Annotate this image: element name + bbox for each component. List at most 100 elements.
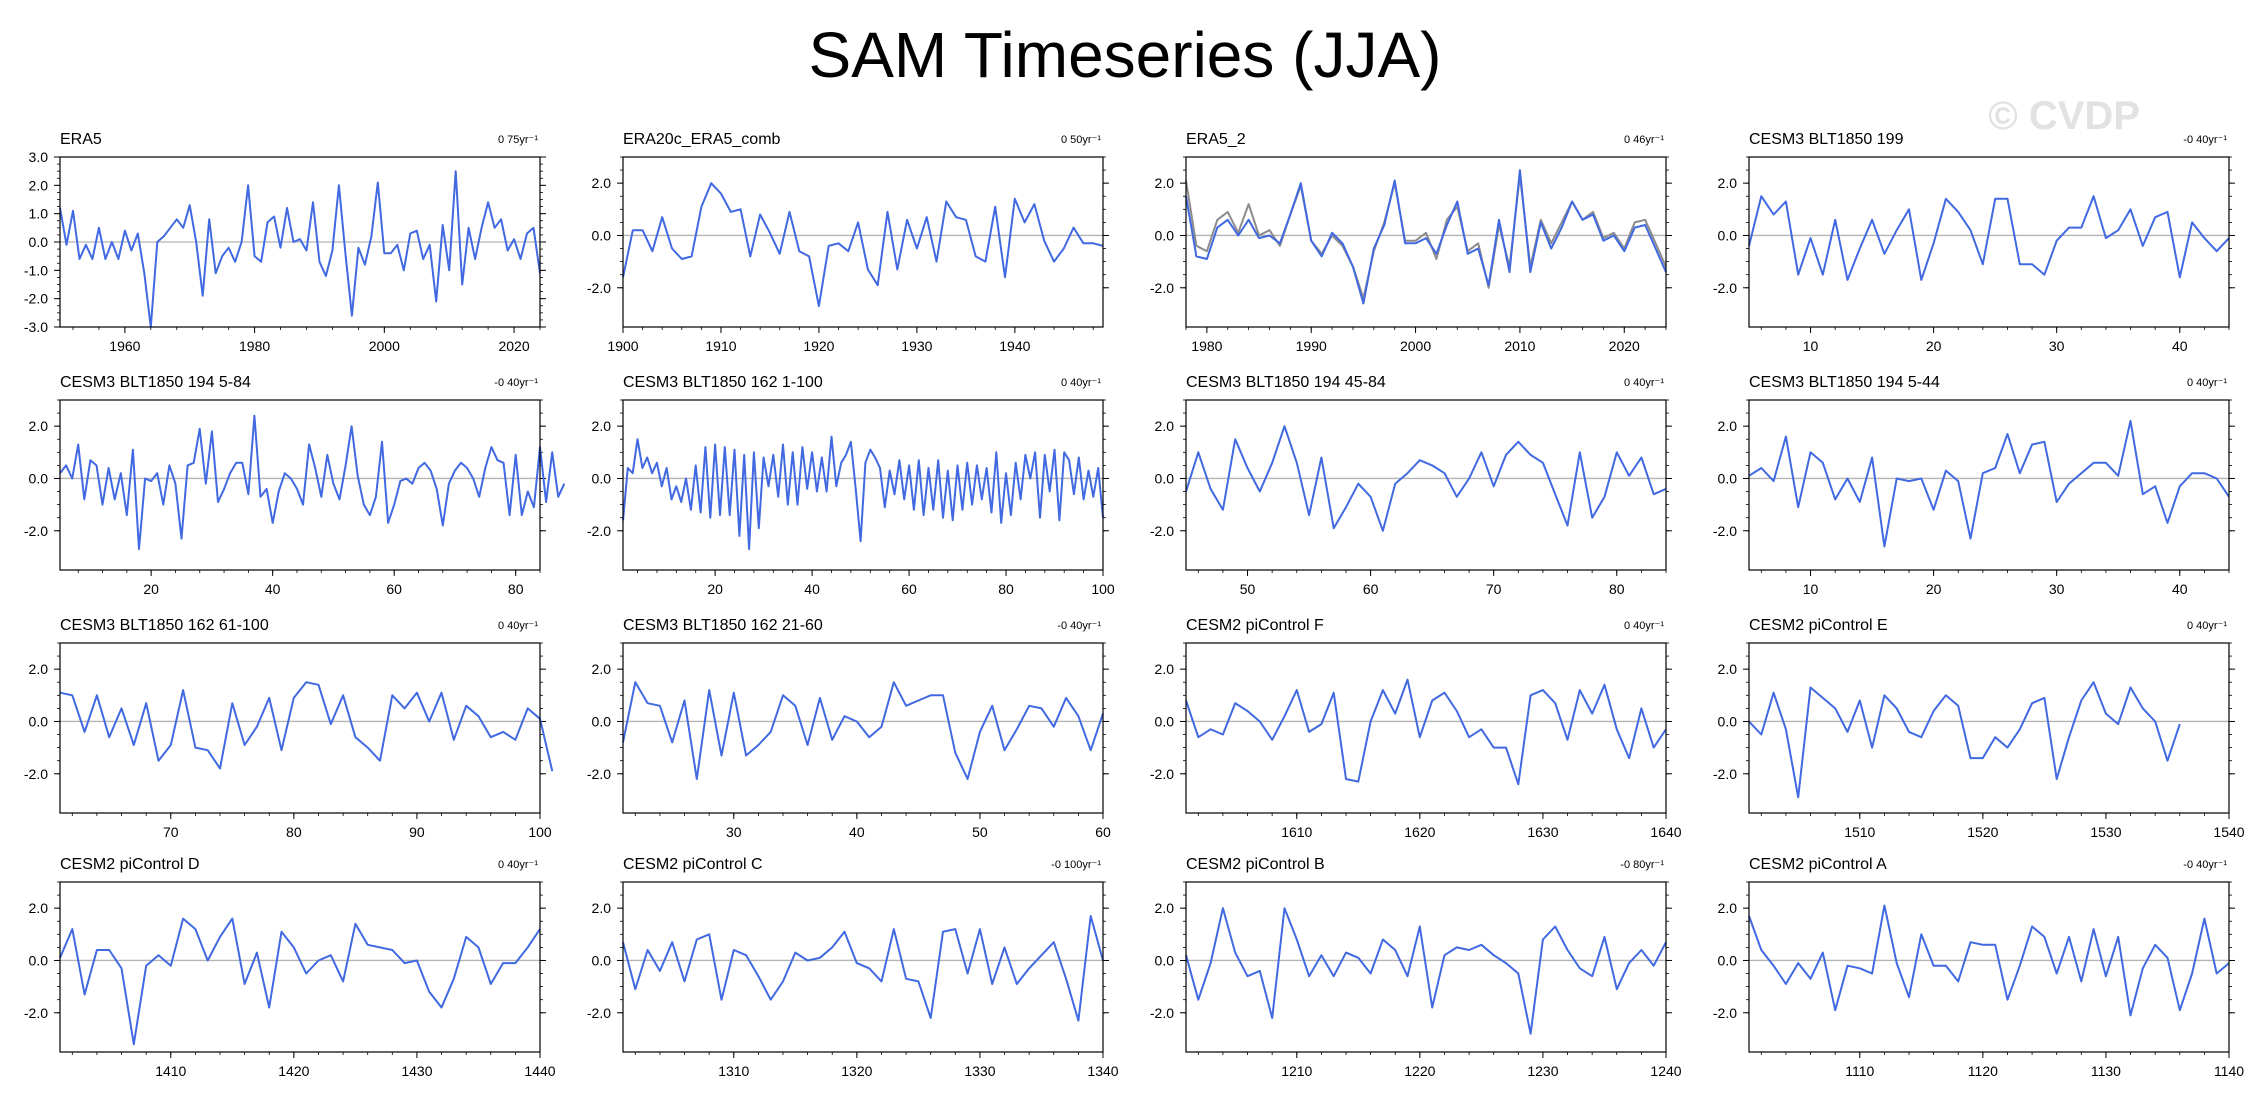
x-tick-label: 100 — [528, 824, 552, 840]
y-tick-label: 2.0 — [1155, 175, 1175, 191]
x-tick-label: 40 — [2172, 338, 2188, 354]
x-tick-label: 20 — [1926, 338, 1942, 354]
x-tick-label: 1990 — [1296, 338, 1327, 354]
x-tick-label: 1110 — [1845, 1063, 1874, 1079]
x-tick-label: 80 — [508, 581, 524, 597]
panel-title: CESM3 BLT1850 194 45-84 — [1186, 374, 1386, 391]
panel-7: CESM3 BLT1850 194 45-84 0 40yr⁻¹ -2.0 0.0 2.… — [1150, 374, 1672, 597]
x-tick-label: 1310 — [718, 1063, 749, 1079]
y-tick-label: -2.0 — [1713, 1005, 1737, 1021]
y-tick-label: 0.0 — [29, 713, 49, 729]
y-tick-label: -2.0 — [24, 291, 48, 307]
panel-title: ERA5 — [60, 131, 102, 148]
trend-label: 0 50yr⁻¹ — [1061, 134, 1101, 146]
y-tick-label: 0.0 — [592, 227, 612, 243]
plot-frame — [59, 399, 541, 571]
y-tick-label: 0.0 — [29, 952, 49, 968]
y-tick-label: 2.0 — [29, 418, 49, 434]
trend-label: 0 40yr⁻¹ — [1624, 620, 1664, 632]
x-tick-label: 40 — [2172, 581, 2188, 597]
y-tick-label: 0.0 — [1718, 713, 1738, 729]
x-tick-label: 60 — [1363, 581, 1379, 597]
panel-1: ERA5 0 75yr⁻¹ -3.0 -2.0 -1.0 0.0 1.0 2.0 3.0 1960… — [24, 131, 546, 354]
x-tick-label: 90 — [409, 824, 425, 840]
panel-3: ERA5_2 0 46yr⁻¹ -2.0 0.0 2.0 1980 1990 2000 2010… — [1150, 131, 1672, 354]
panel-9: CESM3 BLT1850 162 61-100 0 40yr⁻¹ -2.0 0.0 2… — [24, 617, 554, 840]
plot-frame — [622, 399, 1104, 571]
y-tick-label: -2.0 — [24, 766, 48, 782]
plot-frame — [1748, 399, 2230, 571]
y-tick-label: -2.0 — [587, 280, 611, 296]
series-line — [1748, 904, 2230, 1017]
y-tick-label: -2.0 — [24, 523, 48, 539]
y-tick-label: -2.0 — [1713, 280, 1737, 296]
y-tick-label: 0.0 — [29, 234, 49, 250]
series-line — [59, 170, 541, 328]
x-tick-label: 1320 — [841, 1063, 872, 1079]
x-tick-label: 20 — [143, 581, 159, 597]
series-line — [59, 917, 541, 1046]
y-tick-label: 0.0 — [1155, 713, 1175, 729]
x-tick-label: 60 — [386, 581, 402, 597]
x-tick-label: 1440 — [524, 1063, 555, 1079]
y-tick-label: 0.0 — [1155, 952, 1175, 968]
x-tick-label: 80 — [998, 581, 1014, 597]
series-line — [1748, 195, 2230, 281]
panel-14: CESM2 piControl C -0 100yr⁻¹ -2.0 0.0 2.0 131… — [587, 856, 1119, 1079]
series-line — [59, 681, 554, 772]
y-tick-label: 2.0 — [592, 418, 612, 434]
panel-5: CESM3 BLT1850 194 5-84 -0 40yr⁻¹ -2.0 0.0 2.… — [24, 374, 566, 597]
x-tick-label: 1420 — [278, 1063, 309, 1079]
x-tick-label: 1510 — [1844, 824, 1875, 840]
y-tick-label: -2.0 — [587, 766, 611, 782]
trend-label: 0 40yr⁻¹ — [1061, 377, 1101, 389]
x-tick-label: 2020 — [498, 338, 529, 354]
panel-12: CESM2 piControl E 0 40yr⁻¹ -2.0 0.0 2.0 1510 1… — [1713, 617, 2245, 840]
trend-label: 0 40yr⁻¹ — [498, 620, 538, 632]
panel-11: CESM2 piControl F 0 40yr⁻¹ -2.0 0.0 2.0 1610 1… — [1150, 617, 1682, 840]
panel-15: CESM2 piControl B -0 80yr⁻¹ -2.0 0.0 2.0 1210… — [1150, 856, 1682, 1079]
x-tick-label: 10 — [1803, 338, 1819, 354]
trend-label: 0 40yr⁻¹ — [2187, 377, 2227, 389]
plot-frame — [1185, 881, 1667, 1053]
series-line — [622, 681, 1104, 780]
y-tick-label: -2.0 — [1150, 523, 1174, 539]
x-tick-label: 1220 — [1404, 1063, 1435, 1079]
y-tick-label: -1.0 — [24, 262, 48, 278]
y-tick-label: 0.0 — [1718, 952, 1738, 968]
plot-frame — [622, 881, 1104, 1053]
x-tick-label: 1980 — [239, 338, 270, 354]
panel-10: CESM3 BLT1850 162 21-60 -0 40yr⁻¹ -2.0 0.0 2… — [587, 617, 1111, 840]
y-tick-label: 2.0 — [1718, 900, 1738, 916]
x-tick-label: 20 — [707, 581, 723, 597]
panel-title: CESM2 piControl C — [623, 856, 763, 873]
series-line — [59, 414, 566, 551]
x-tick-label: 1940 — [999, 338, 1030, 354]
y-tick-label: 0.0 — [1155, 470, 1175, 486]
x-tick-label: 1140 — [2214, 1063, 2244, 1079]
x-tick-label: 30 — [726, 824, 742, 840]
y-tick-label: 0.0 — [592, 470, 612, 486]
x-tick-label: 70 — [163, 824, 179, 840]
x-tick-label: 1430 — [401, 1063, 432, 1079]
panel-title: CESM2 piControl F — [1186, 617, 1324, 634]
y-tick-label: -2.0 — [1150, 1005, 1174, 1021]
x-tick-label: 1930 — [901, 338, 932, 354]
x-tick-label: 70 — [1486, 581, 1502, 597]
panel-6: CESM3 BLT1850 162 1-100 0 40yr⁻¹ -2.0 0.0 2.… — [587, 374, 1115, 597]
panel-title: ERA20c_ERA5_comb — [623, 131, 781, 148]
x-tick-label: 1900 — [607, 338, 638, 354]
y-tick-label: 2.0 — [1155, 418, 1175, 434]
page-title: SAM Timeseries (JJA) — [808, 19, 1442, 91]
x-tick-label: 30 — [2049, 581, 2065, 597]
y-tick-label: 0.0 — [592, 952, 612, 968]
x-tick-label: 1210 — [1281, 1063, 1312, 1079]
y-tick-label: -2.0 — [1150, 766, 1174, 782]
y-tick-label: 2.0 — [592, 175, 612, 191]
x-tick-label: 80 — [1609, 581, 1625, 597]
plot-frame — [59, 881, 541, 1053]
y-tick-label: -2.0 — [24, 1005, 48, 1021]
x-tick-label: 100 — [1091, 581, 1115, 597]
series-line — [1748, 681, 2181, 799]
panel-title: CESM2 piControl D — [60, 856, 200, 873]
